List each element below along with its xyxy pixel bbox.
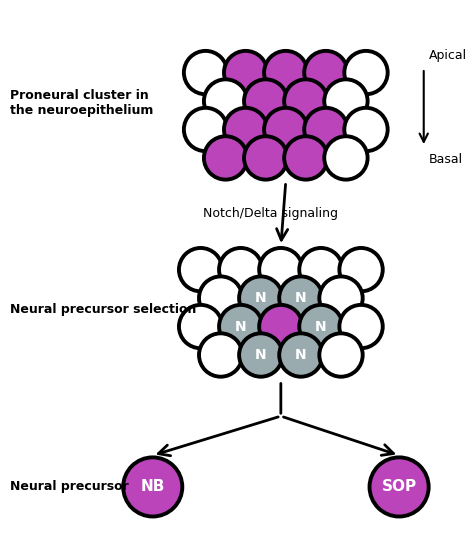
Text: N: N bbox=[235, 320, 246, 334]
Circle shape bbox=[319, 277, 363, 320]
Circle shape bbox=[324, 136, 368, 180]
Circle shape bbox=[259, 305, 302, 348]
Circle shape bbox=[299, 248, 343, 291]
Circle shape bbox=[264, 108, 308, 151]
Text: Basal: Basal bbox=[428, 153, 463, 166]
Circle shape bbox=[259, 248, 302, 291]
Circle shape bbox=[123, 458, 182, 516]
Circle shape bbox=[279, 333, 323, 377]
Circle shape bbox=[224, 108, 267, 151]
Text: SOP: SOP bbox=[382, 479, 417, 494]
Circle shape bbox=[370, 458, 428, 516]
Circle shape bbox=[339, 248, 383, 291]
Text: Apical: Apical bbox=[428, 49, 467, 62]
Circle shape bbox=[319, 333, 363, 377]
Circle shape bbox=[299, 305, 343, 348]
Circle shape bbox=[304, 51, 347, 94]
Circle shape bbox=[244, 80, 287, 123]
Circle shape bbox=[344, 51, 388, 94]
Text: N: N bbox=[315, 320, 327, 334]
Circle shape bbox=[199, 277, 242, 320]
Circle shape bbox=[239, 333, 283, 377]
Circle shape bbox=[279, 277, 323, 320]
Circle shape bbox=[219, 305, 263, 348]
Text: Proneural cluster in
the neuroepithelium: Proneural cluster in the neuroepithelium bbox=[10, 88, 153, 116]
Circle shape bbox=[339, 305, 383, 348]
Circle shape bbox=[239, 277, 283, 320]
Text: N: N bbox=[295, 291, 307, 305]
Circle shape bbox=[304, 108, 347, 151]
Circle shape bbox=[179, 248, 222, 291]
Text: N: N bbox=[295, 348, 307, 362]
Circle shape bbox=[204, 136, 247, 180]
Circle shape bbox=[284, 80, 328, 123]
Circle shape bbox=[199, 333, 242, 377]
Circle shape bbox=[324, 80, 368, 123]
Circle shape bbox=[264, 51, 308, 94]
Circle shape bbox=[219, 248, 263, 291]
Circle shape bbox=[284, 136, 328, 180]
Text: N: N bbox=[255, 291, 266, 305]
Circle shape bbox=[224, 51, 267, 94]
Text: Notch/Delta signaling: Notch/Delta signaling bbox=[203, 207, 338, 220]
Circle shape bbox=[204, 80, 247, 123]
Text: Neural precursor selection: Neural precursor selection bbox=[10, 303, 196, 316]
Circle shape bbox=[184, 51, 227, 94]
Text: Neural precursor: Neural precursor bbox=[10, 480, 128, 493]
Circle shape bbox=[344, 108, 388, 151]
Text: NB: NB bbox=[141, 479, 165, 494]
Circle shape bbox=[179, 305, 222, 348]
Circle shape bbox=[184, 108, 227, 151]
Circle shape bbox=[244, 136, 287, 180]
Text: N: N bbox=[255, 348, 266, 362]
